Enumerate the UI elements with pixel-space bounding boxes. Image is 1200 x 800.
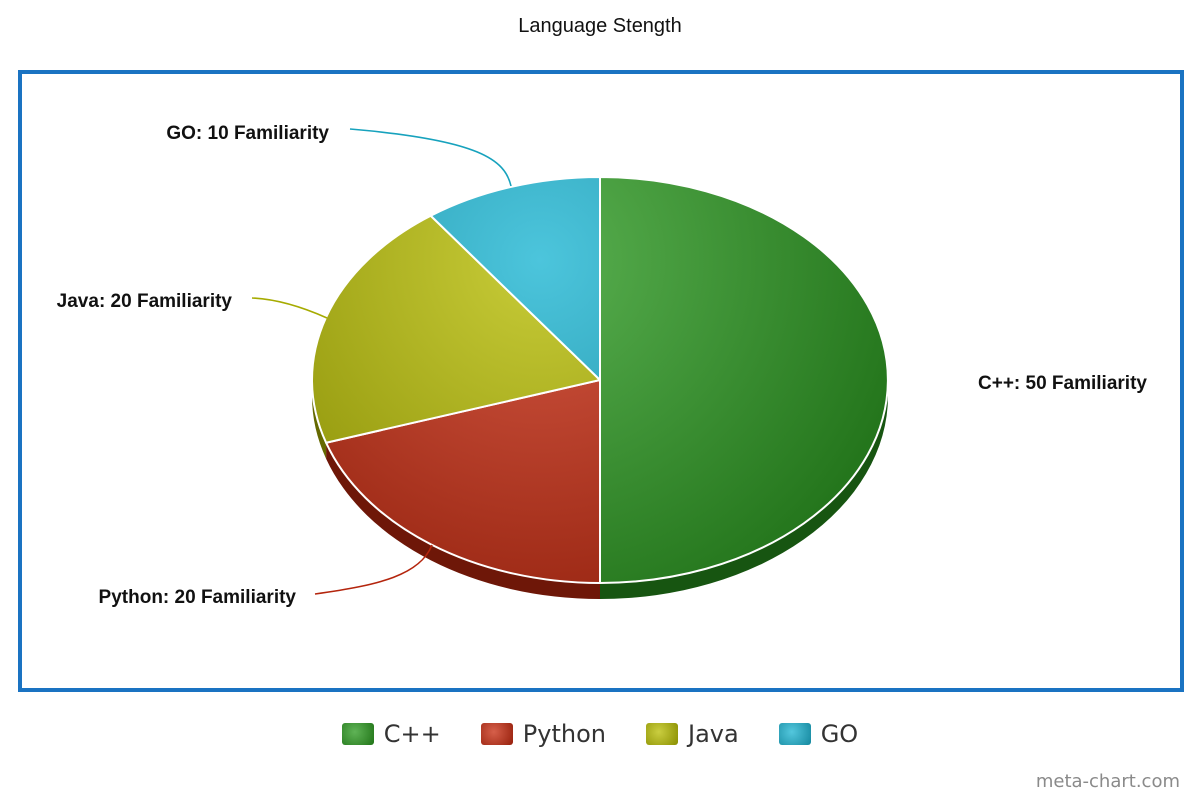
leader-line-python <box>315 545 432 594</box>
legend-swatch-java <box>646 723 678 745</box>
legend-label-go: GO <box>821 720 859 748</box>
slice-label-go: GO: 10 Familiarity <box>166 123 329 144</box>
legend-swatch-python <box>481 723 513 745</box>
legend-label-java: Java <box>688 720 739 748</box>
legend-item-go[interactable]: GO <box>779 720 859 748</box>
legend-label-python: Python <box>523 720 606 748</box>
watermark: meta-chart.com <box>1036 771 1180 792</box>
slice-label-java: Java: 20 Familiarity <box>57 291 233 312</box>
legend-item-python[interactable]: Python <box>481 720 606 748</box>
legend-swatch-go <box>779 723 811 745</box>
pie-slices-layer <box>312 177 888 583</box>
slice-cplusplus[interactable] <box>600 177 888 583</box>
legend-item-cplusplus[interactable]: C++ <box>342 720 441 748</box>
leader-line-go <box>350 129 511 186</box>
legend: C++ Python Java GO <box>0 720 1200 748</box>
legend-label-cplusplus: C++ <box>384 720 441 748</box>
legend-swatch-cplusplus <box>342 723 374 745</box>
leader-line-java <box>252 298 327 318</box>
slice-label-cplusplus: C++: 50 Familiarity <box>978 373 1147 394</box>
slice-label-python: Python: 20 Familiarity <box>99 587 297 608</box>
legend-item-java[interactable]: Java <box>646 720 739 748</box>
